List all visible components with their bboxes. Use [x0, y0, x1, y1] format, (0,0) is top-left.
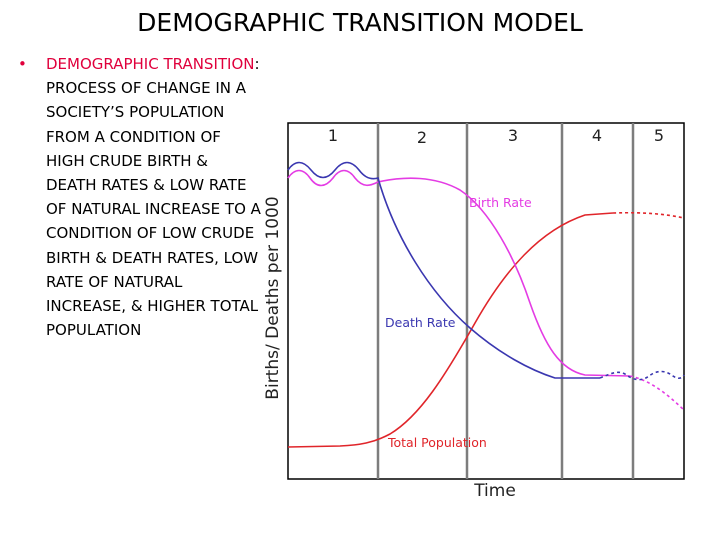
birth-rate-projection	[629, 375, 685, 411]
chart-frame	[287, 122, 685, 480]
total-population-projection	[612, 211, 685, 219]
death-rate-projection	[599, 370, 685, 381]
birth-rate-curve	[287, 169, 631, 377]
stage-label-5: 5	[654, 126, 664, 145]
stage-label-1: 1	[328, 126, 338, 145]
total-population-label: Total Population	[387, 435, 487, 450]
birth-rate-label: Birth Rate	[469, 195, 532, 210]
death-rate-curve	[287, 161, 600, 379]
definition-body: : PROCESS OF CHANGE IN A SOCIETY’S POPUL…	[46, 55, 261, 340]
x-axis-label: Time	[473, 481, 516, 501]
stage-label-2: 2	[417, 128, 427, 147]
total-population-curve	[287, 212, 614, 448]
bullet-marker: •	[18, 55, 27, 73]
y-axis-label: Births/ Deaths per 1000	[263, 196, 283, 399]
definition-term: DEMOGRAPHIC TRANSITION	[46, 55, 255, 73]
stage-label-4: 4	[592, 126, 602, 145]
death-rate-label: Death Rate	[385, 315, 456, 330]
definition-text: DEMOGRAPHIC TRANSITION: PROCESS OF CHANG…	[46, 52, 261, 342]
demographic-transition-diagram: 1 2 3 4 5 Births/ Deaths per 1000 Time B…	[263, 122, 685, 501]
stage-label-3: 3	[508, 126, 518, 145]
slide-title: DEMOGRAPHIC TRANSITION MODEL	[137, 8, 583, 37]
